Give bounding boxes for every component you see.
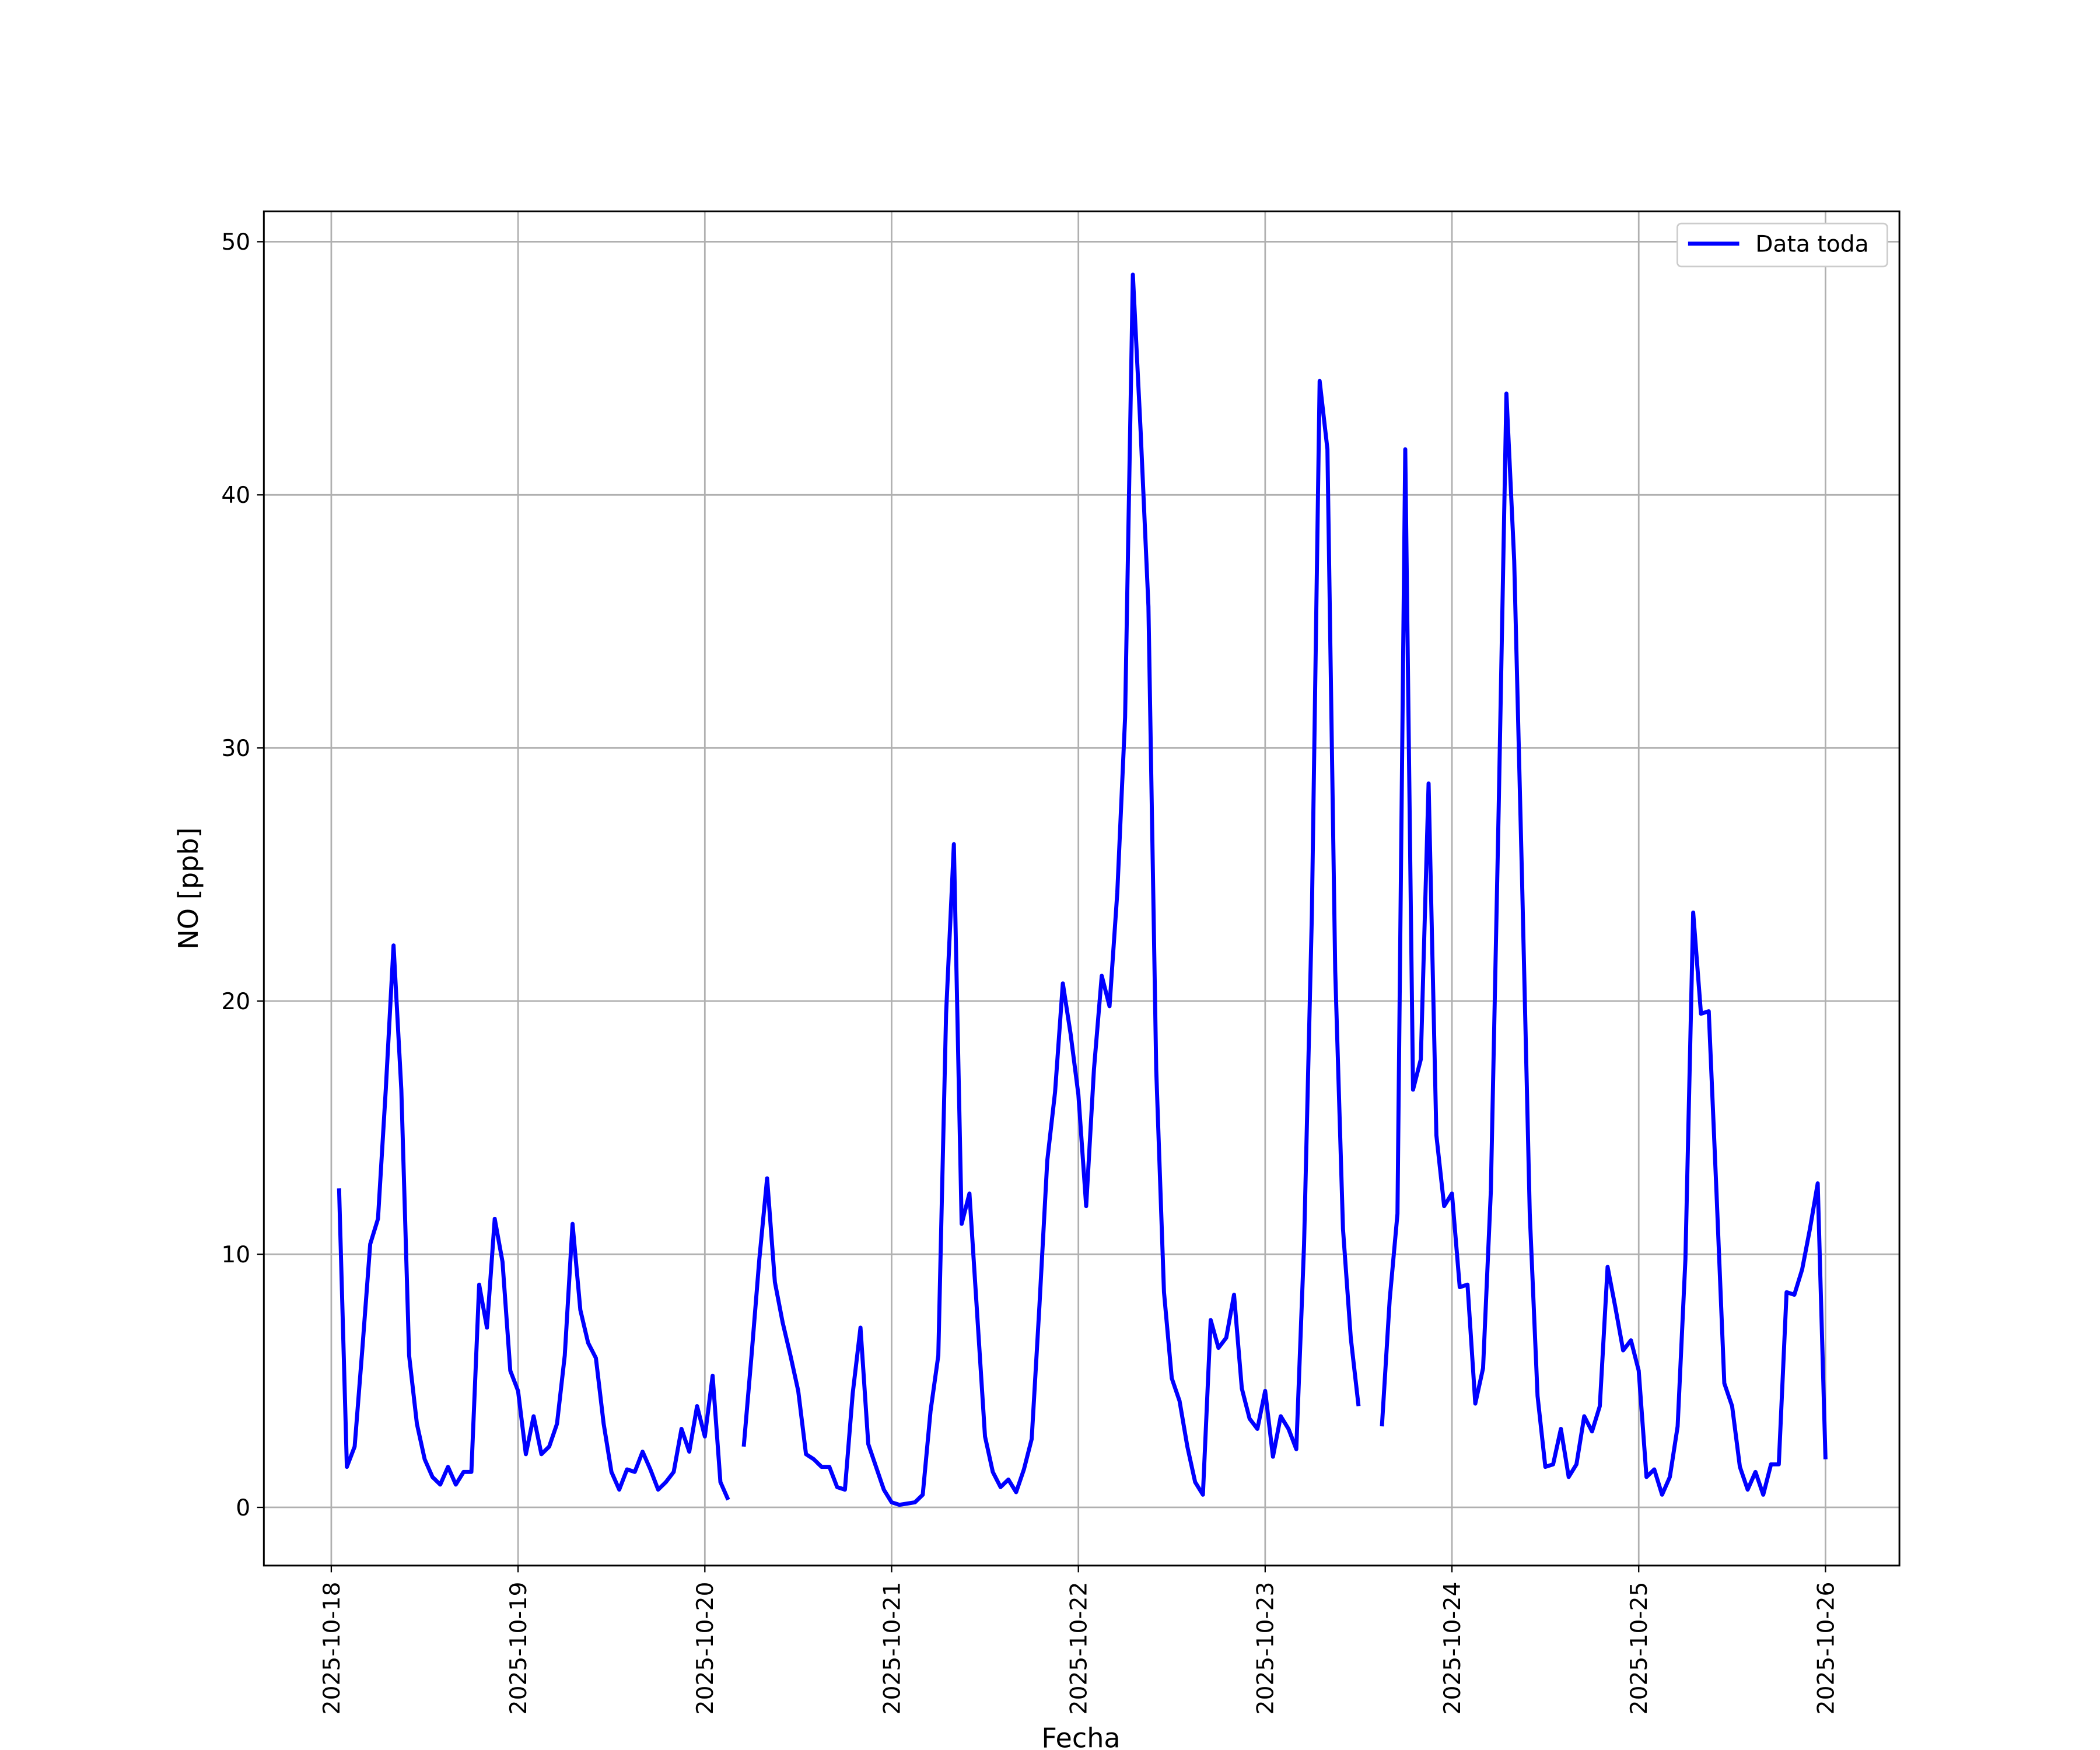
x-tick-label: 2025-10-24 <box>1440 1582 1466 1715</box>
x-tick-label: 2025-10-21 <box>879 1582 905 1715</box>
x-tick-label: 2025-10-18 <box>319 1582 345 1715</box>
x-tick-label: 2025-10-25 <box>1626 1582 1653 1715</box>
data-line <box>337 272 1828 1507</box>
y-tick-label: 30 <box>221 736 250 762</box>
x-tick-label: 2025-10-23 <box>1253 1582 1279 1715</box>
x-tick-label: 2025-10-20 <box>692 1582 719 1715</box>
y-tick-label: 40 <box>221 482 250 509</box>
y-tick-label: 20 <box>221 989 250 1015</box>
y-tick-label: 50 <box>221 229 250 256</box>
legend-label: Data toda <box>1755 232 1868 258</box>
legend-box <box>1676 222 1888 268</box>
x-tick-label: 2025-10-22 <box>1066 1582 1093 1715</box>
plot-frame <box>262 210 1901 1567</box>
x-axis-label: Fecha <box>1041 1722 1120 1750</box>
y-tick-label: 10 <box>221 1242 250 1268</box>
x-tick-label: 2025-10-19 <box>506 1582 532 1715</box>
y-tick-label: 0 <box>236 1495 250 1521</box>
y-axis-label: NO [ppb] <box>173 827 204 949</box>
x-tick-label: 2025-10-26 <box>1813 1582 1839 1715</box>
